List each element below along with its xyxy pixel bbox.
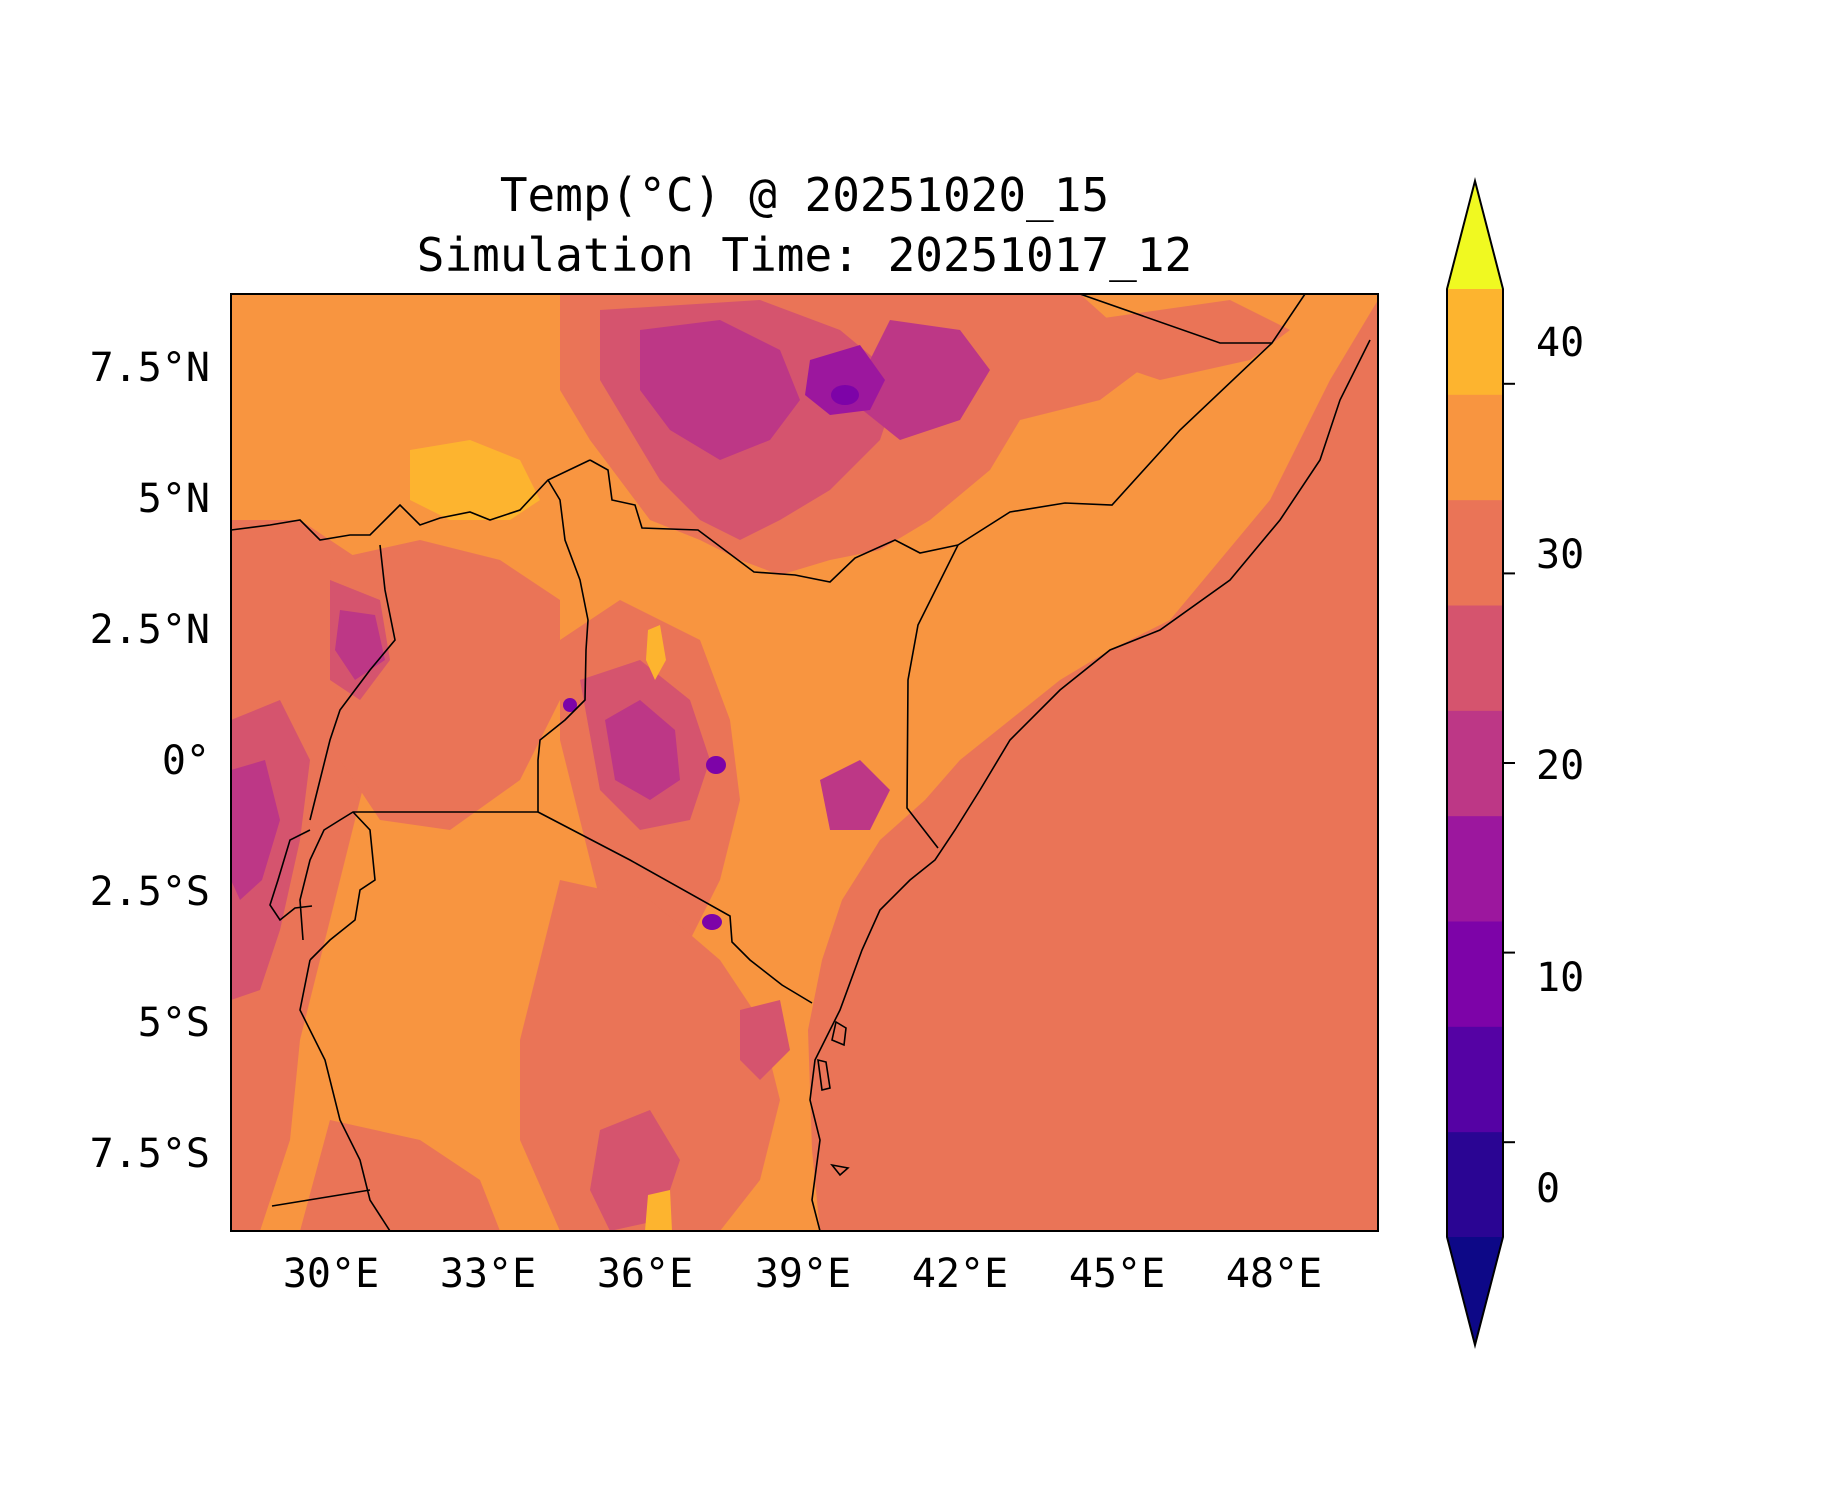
colorbar-segment — [1447, 289, 1503, 395]
field-kivu-15-20 — [231, 760, 280, 900]
colorbar-extend-min — [1447, 1237, 1503, 1345]
temperature-field — [231, 294, 1378, 1231]
colorbar-tick: 40 — [1536, 320, 1584, 366]
colorbar-outline — [1446, 177, 1504, 1349]
chart-title: Temp(°C) @ 20251020_15 Simulation Time: … — [231, 165, 1378, 285]
country-borders — [231, 294, 1371, 1231]
lon-tick: 45°E — [1069, 1251, 1165, 1297]
colorbar — [1446, 177, 1515, 1349]
border-drc-uganda — [309, 544, 396, 821]
colorbar-tick-labels: 40 30 20 10 0 — [1536, 320, 1584, 1212]
field-elgon-core-5-10 — [563, 698, 577, 712]
lon-tick: 30°E — [283, 1251, 379, 1297]
colorbar-segment — [1447, 394, 1503, 501]
field-ethiopia-east-15-20 — [850, 320, 990, 440]
field-sw-tanzania — [300, 1120, 500, 1231]
colorbar-segment — [1447, 499, 1503, 606]
border-lake-tanganyika — [299, 959, 391, 1231]
field-kenya-core-5-10 — [706, 756, 726, 774]
colorbar-tick: 0 — [1536, 1166, 1560, 1212]
lat-tick: 0° — [162, 738, 210, 784]
lon-tick-labels: 30°E 33°E 36°E 39°E 42°E 45°E 48°E — [283, 1251, 1322, 1297]
border-somalia — [906, 342, 1273, 849]
colorbar-tick: 10 — [1536, 955, 1584, 1001]
field-ethiopia-15-20 — [640, 320, 800, 460]
lon-tick: 39°E — [755, 1251, 851, 1297]
border-burundi — [269, 829, 313, 922]
colorbar-segment — [1447, 921, 1503, 1027]
colorbar-tick: 30 — [1536, 532, 1584, 578]
field-somali-upper — [1090, 300, 1290, 380]
field-ocean — [808, 294, 1378, 1231]
border-somaliland — [1079, 294, 1306, 344]
lon-tick: 36°E — [597, 1251, 693, 1297]
map-frame — [230, 293, 1379, 1232]
border-zambia — [271, 1189, 371, 1207]
field-core-5-10 — [831, 385, 859, 405]
islands — [817, 1020, 850, 1177]
colorbar-segment — [1447, 605, 1503, 711]
lat-tick: 2.5°N — [90, 607, 210, 653]
lat-tick: 5°S — [138, 1000, 210, 1046]
coastline — [809, 339, 1371, 1231]
field-uganda — [330, 540, 560, 830]
lat-tick: 7.5°S — [90, 1131, 210, 1177]
title-line-1: Temp(°C) @ 20251020_15 — [499, 168, 1110, 222]
field-core-10-15 — [805, 345, 885, 415]
border-uganda — [299, 479, 589, 941]
border-kenya-tanzania — [537, 811, 813, 1004]
title-line-2: Simulation Time: 20251017_12 — [416, 228, 1193, 282]
field-turkana-35-40 — [646, 625, 666, 680]
lat-tick: 2.5°S — [90, 869, 210, 915]
border-ethiopia-kenya — [589, 459, 959, 583]
colorbar-segment — [1447, 815, 1503, 922]
field-kenya-15-20 — [605, 700, 680, 800]
field-usambara-20-25 — [740, 1000, 790, 1080]
lat-tick: 5°N — [138, 476, 210, 522]
colorbar-segment — [1447, 710, 1503, 817]
field-kili-core-5-10 — [702, 914, 722, 930]
lon-tick: 33°E — [440, 1251, 536, 1297]
colorbar-segment — [1447, 1026, 1503, 1133]
lon-tick: 48°E — [1226, 1251, 1322, 1297]
colorbar-segment — [1447, 1131, 1503, 1238]
field-tanzania-highlands — [520, 880, 780, 1231]
colorbar-extend-max — [1447, 181, 1503, 289]
lat-tick-labels: 7.5°N 5°N 2.5°N 0° 2.5°S 5°S 7.5°S — [90, 345, 210, 1177]
colorbar-tick: 20 — [1536, 743, 1584, 789]
border-rwanda — [309, 811, 376, 961]
field-aberdares-15-20 — [820, 760, 890, 830]
lon-tick: 42°E — [912, 1251, 1008, 1297]
field-rwenzori-15-20 — [335, 610, 385, 680]
field-south-35-40 — [645, 1190, 672, 1231]
lat-tick: 7.5°N — [90, 345, 210, 391]
field-sudan-35-40 — [410, 440, 540, 520]
border-south-sudan — [231, 459, 591, 541]
